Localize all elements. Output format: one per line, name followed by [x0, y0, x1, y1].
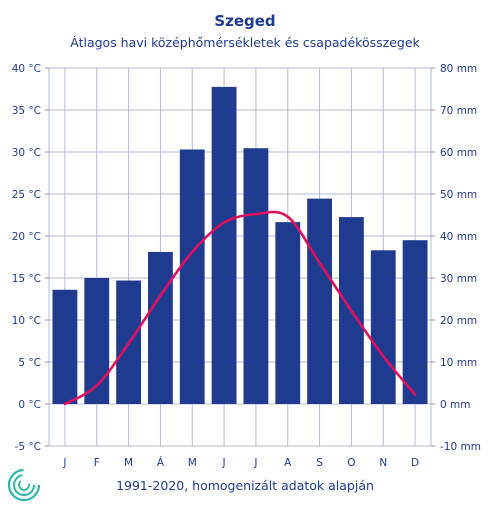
left-tick-label: 40 °C: [12, 63, 41, 75]
temperature-point: [159, 294, 162, 297]
month-label: D: [411, 457, 419, 469]
left-tick-label: 30 °C: [12, 147, 41, 159]
chart-footnote: 1991-2020, homogenizált adatok alapján: [116, 478, 374, 493]
right-tick-label: -10 mm: [440, 441, 481, 453]
plot-area: [48, 67, 432, 447]
temperature-point: [127, 342, 130, 345]
left-tick-label: 25 °C: [12, 189, 41, 201]
precipitation-bar: [148, 251, 173, 404]
right-tick-label: 40 mm: [440, 231, 477, 243]
precipitation-bars: [52, 86, 428, 405]
temperature-line: [63, 210, 417, 406]
month-label: J: [62, 457, 66, 469]
temperature-point: [350, 309, 353, 312]
left-tick-label: 20 °C: [12, 231, 41, 243]
left-tick-label: 35 °C: [12, 105, 41, 117]
right-tick-label: 10 mm: [440, 357, 477, 369]
month-label: N: [379, 457, 387, 469]
footnote-group: 1991-2020, homogenizált adatok alapján: [7, 468, 374, 502]
precipitation-bar: [402, 240, 428, 404]
precipitation-bar: [179, 149, 205, 404]
month-label: Á: [157, 456, 165, 469]
month-label: A: [284, 457, 292, 469]
logo-icon: [7, 468, 41, 502]
left-tick-label: 10 °C: [12, 315, 41, 327]
month-label: S: [316, 457, 323, 469]
precipitation-bar: [307, 198, 332, 404]
right-tick-label: 70 mm: [440, 105, 477, 117]
right-tick-label: 0 mm: [440, 399, 470, 411]
month-label: F: [94, 457, 100, 469]
right-tick-label: 50 mm: [440, 189, 477, 201]
chart-subtitle: Átlagos havi középhőmérsékletek és csapa…: [70, 35, 420, 50]
precipitation-axis: -10 mm 0 mm 10 mm 20 mm 30 mm 40 mm 50 mm 60 mm…: [431, 63, 481, 453]
temperature-point: [255, 213, 257, 215]
month-label: M: [188, 457, 197, 469]
plot-frame: [48, 67, 432, 447]
chart-title: Szeged: [214, 12, 275, 30]
temperature-point: [286, 215, 289, 218]
temperature-point: [64, 403, 66, 405]
right-tick-label: 20 mm: [440, 315, 477, 327]
left-tick-label: -5 °C: [15, 441, 41, 453]
month-label: O: [347, 457, 355, 469]
precipitation-bar: [52, 289, 78, 404]
temperature-curve: [63, 210, 417, 406]
right-tick-label: 30 mm: [440, 273, 477, 285]
right-tick-label: 60 mm: [440, 147, 477, 159]
temperature-point: [382, 355, 385, 357]
precipitation-bar: [275, 222, 301, 404]
left-tick-label: 15 °C: [12, 273, 41, 285]
precipitation-bar: [370, 250, 396, 404]
temperature-axis: -5 °C 0 °C 5 °C 10 °C 15 °C 20 °C 25 °C 30 °C 35…: [12, 63, 49, 453]
precipitation-bar: [84, 278, 110, 404]
precipitation-bar: [243, 148, 269, 404]
left-tick-label: 0 °C: [18, 399, 41, 411]
precipitation-bar: [211, 86, 237, 405]
temperature-point: [95, 384, 98, 387]
temperature-point: [318, 262, 321, 264]
month-label: M: [124, 457, 133, 469]
temperature-point: [414, 393, 416, 396]
left-tick-label: 5 °C: [18, 357, 41, 369]
month-label: J: [222, 457, 226, 469]
temperature-point: [223, 221, 225, 224]
temperature-point: [191, 251, 194, 253]
right-tick-label: 80 mm: [440, 63, 477, 75]
month-label: J: [253, 457, 257, 469]
